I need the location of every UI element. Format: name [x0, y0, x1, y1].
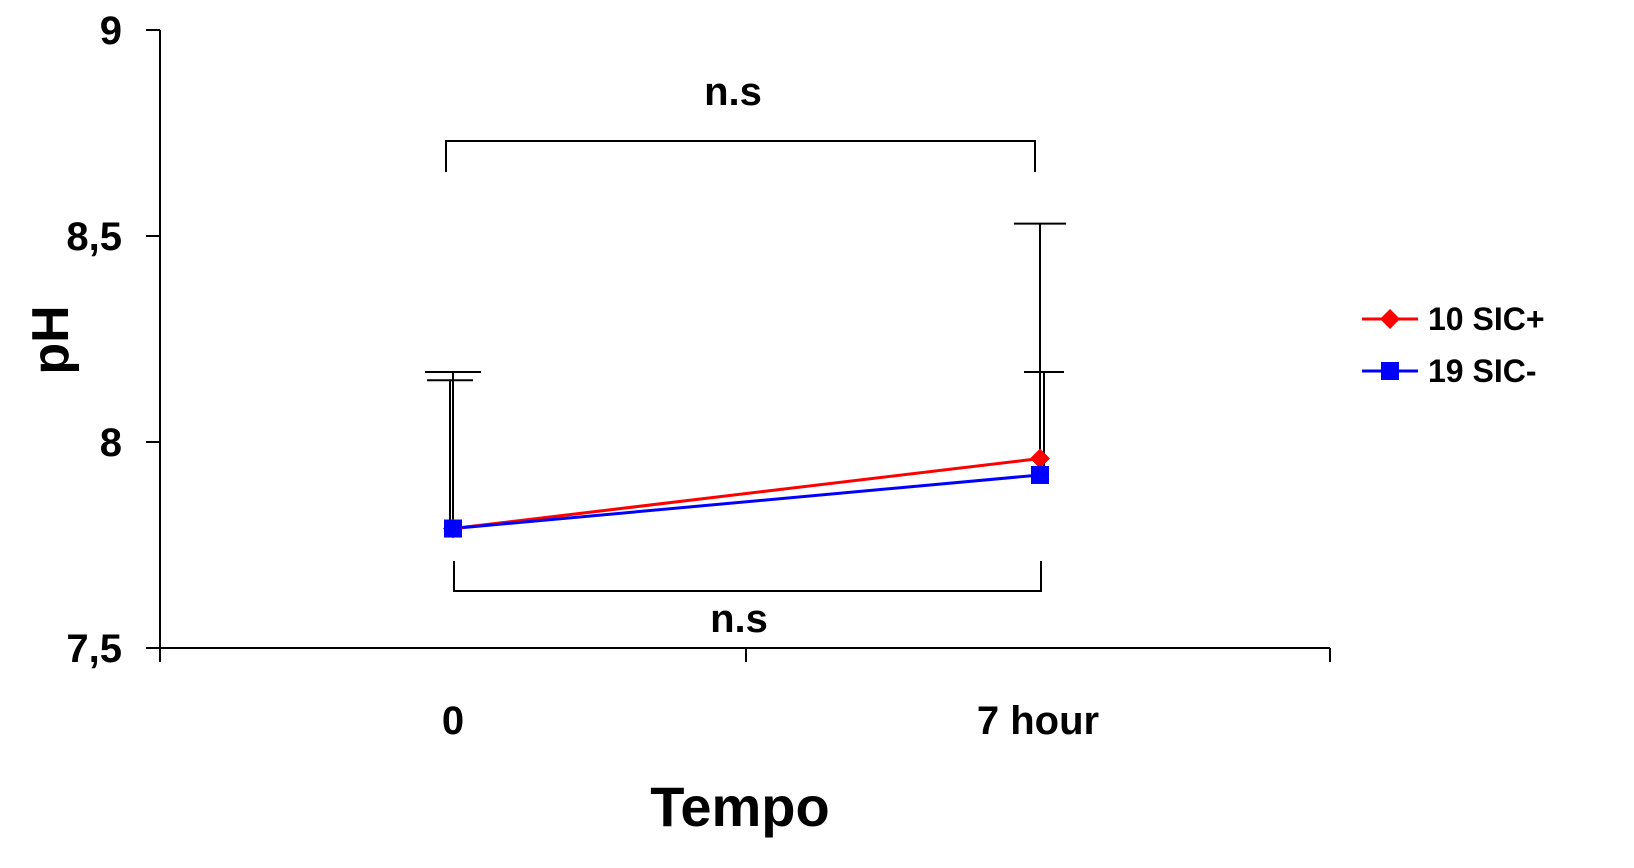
- x-tick-label: 7 hour: [977, 699, 1099, 743]
- x-tick-label: 0: [442, 699, 464, 743]
- x-axis-title: Tempo: [650, 775, 829, 838]
- axes: [146, 29, 1331, 662]
- y-tick-label: 8: [100, 421, 122, 465]
- y-tick-label: 9: [100, 9, 122, 53]
- error-bars: [425, 222, 1066, 529]
- bracket-top: [445, 140, 1036, 172]
- significance-label-top: n.s: [704, 70, 762, 114]
- legend-label: 19 SIC-: [1428, 353, 1536, 389]
- legend-marker-diamond: [1380, 309, 1400, 329]
- tick-labels: 7,5 8 8,5 9 0 7 hour: [66, 9, 1099, 743]
- bracket-bottom: [453, 561, 1042, 592]
- data-point-square: [444, 519, 462, 538]
- y-tick-label: 7,5: [66, 627, 122, 671]
- data-point-square: [1031, 465, 1049, 484]
- series-lines: [452, 456, 1041, 531]
- series-line: [452, 456, 1041, 531]
- series-line: [452, 473, 1041, 531]
- legend-marker-square: [1381, 362, 1399, 380]
- data-markers: [443, 448, 1050, 539]
- data-point-diamond: [1030, 448, 1050, 469]
- y-axis-title: pH: [22, 305, 80, 374]
- significance-brackets: [445, 140, 1042, 592]
- legend-label: 10 SIC+: [1428, 301, 1545, 337]
- y-tick-label: 8,5: [66, 215, 122, 259]
- significance-label-bottom: n.s: [710, 597, 768, 641]
- legend: 10 SIC+ 19 SIC-: [1362, 301, 1545, 389]
